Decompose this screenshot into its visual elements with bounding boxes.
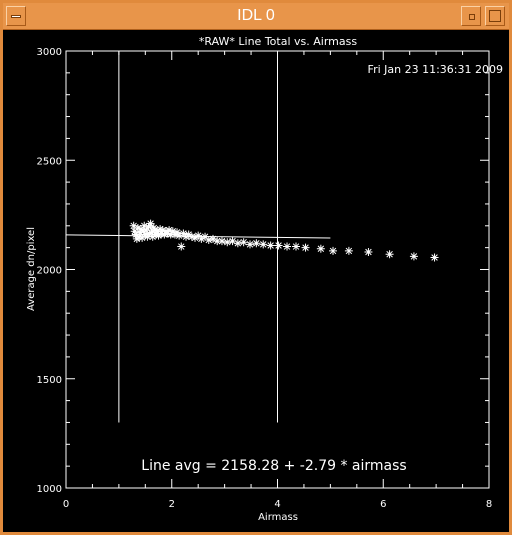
plot-canvas: *RAW* Line Total vs. Airmass Fri Jan 23 … xyxy=(26,35,503,523)
data-point xyxy=(166,230,175,239)
data-point xyxy=(283,242,292,251)
x-axis-label: Airmass xyxy=(258,512,298,523)
data-point xyxy=(217,237,226,246)
data-point xyxy=(187,232,196,241)
y-tick-label: 1500 xyxy=(37,375,62,386)
data-point xyxy=(191,233,200,242)
data-point xyxy=(136,228,145,237)
window-title: IDL 0 xyxy=(237,7,275,24)
data-point xyxy=(165,226,174,235)
data-point xyxy=(138,233,147,242)
data-point xyxy=(239,238,248,247)
data-point xyxy=(145,229,154,238)
data-point xyxy=(133,223,142,232)
data-point xyxy=(152,227,161,236)
data-point xyxy=(364,248,373,257)
axes: 0 2 4 6 8 1000 1500 2000 2500 3000 xyxy=(37,47,493,510)
minimize-icon[interactable] xyxy=(461,6,481,26)
data-point xyxy=(223,238,232,247)
data-point xyxy=(194,231,203,240)
data-point xyxy=(179,229,188,238)
data-point xyxy=(146,219,155,228)
data-point xyxy=(204,236,213,245)
data-point xyxy=(266,241,275,250)
data-point xyxy=(197,234,206,243)
chart-annotation: Line avg = 2158.28 + -2.79 * airmass xyxy=(141,458,406,474)
data-point xyxy=(156,225,165,234)
data-point xyxy=(131,230,140,239)
data-point xyxy=(143,232,152,241)
data-point xyxy=(173,228,182,237)
title-bar[interactable]: IDL 0 xyxy=(3,3,509,30)
x-tick-label: 2 xyxy=(169,499,175,510)
data-point xyxy=(147,228,156,237)
data-point xyxy=(148,232,157,241)
data-point xyxy=(142,226,151,235)
data-point xyxy=(329,246,338,255)
data-point xyxy=(130,227,139,236)
data-point xyxy=(140,221,149,230)
data-point xyxy=(228,237,237,246)
data-point xyxy=(259,240,268,249)
data-point xyxy=(184,230,193,239)
data-point xyxy=(246,240,255,249)
y-tick-label: 2000 xyxy=(37,266,62,277)
data-point xyxy=(151,230,160,239)
window-menu-icon[interactable] xyxy=(6,6,26,26)
data-point xyxy=(430,253,439,262)
x-tick-label: 8 xyxy=(486,499,492,510)
x-tick-label: 0 xyxy=(63,499,69,510)
data-point xyxy=(316,244,325,253)
data-point xyxy=(301,243,310,252)
y-tick-label: 1000 xyxy=(37,484,62,495)
data-point xyxy=(134,232,143,241)
data-point xyxy=(233,239,242,248)
data-point xyxy=(385,250,394,259)
data-marks xyxy=(65,51,439,423)
x-tick-label: 6 xyxy=(380,499,386,510)
data-point xyxy=(201,232,210,241)
data-point xyxy=(213,237,222,246)
y-tick-label: 3000 xyxy=(37,47,62,58)
data-point xyxy=(158,226,167,235)
data-point xyxy=(157,229,166,238)
data-point xyxy=(177,242,186,251)
data-point xyxy=(292,242,301,251)
data-point xyxy=(150,226,159,235)
chart-timestamp: Fri Jan 23 11:36:31 2009 xyxy=(368,63,503,76)
x-tick-label: 4 xyxy=(274,499,280,510)
data-point xyxy=(149,223,158,232)
data-point xyxy=(144,222,153,231)
data-point xyxy=(344,246,353,255)
data-point xyxy=(129,221,138,230)
data-point xyxy=(175,231,184,240)
data-point xyxy=(160,230,169,239)
data-point xyxy=(168,227,177,236)
data-point xyxy=(163,229,172,238)
data-point xyxy=(208,234,217,243)
data-point xyxy=(139,227,148,236)
y-tick-label: 2500 xyxy=(37,156,62,167)
data-point xyxy=(252,239,261,248)
y-axis-label: Average dn/pixel xyxy=(26,227,37,311)
data-point xyxy=(409,252,418,261)
chart-title: *RAW* Line Total vs. Airmass xyxy=(199,35,357,48)
data-point xyxy=(274,241,283,250)
maximize-icon[interactable] xyxy=(485,6,505,26)
